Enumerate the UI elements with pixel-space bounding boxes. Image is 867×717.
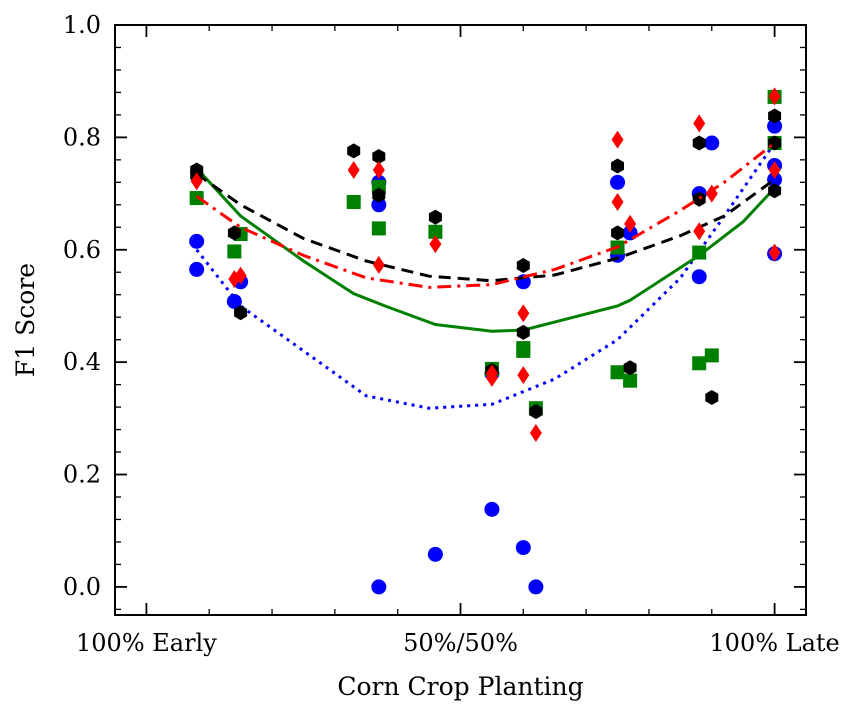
data-point-blue <box>484 501 500 517</box>
data-point-red <box>190 172 203 191</box>
data-point-red <box>624 214 637 233</box>
trend-line-red <box>195 141 776 289</box>
y-tick-label: 1.0 <box>63 11 101 39</box>
data-point-black <box>372 149 386 164</box>
x-tick-label: 100% Early <box>76 629 217 657</box>
data-point-blue <box>371 579 387 595</box>
x-tick-label: 50%/50% <box>403 629 518 657</box>
y-axis-label: F1 Score <box>11 263 40 377</box>
data-point-green <box>516 343 531 358</box>
data-point-black <box>372 187 386 203</box>
y-tick-label: 0.2 <box>63 461 101 489</box>
data-point-green <box>371 221 386 236</box>
data-point-black <box>623 360 637 376</box>
data-point-black <box>516 258 530 273</box>
data-point-blue <box>767 118 783 134</box>
series-black <box>190 108 782 420</box>
data-point-blue <box>610 174 626 190</box>
trend-line-black <box>195 172 776 283</box>
data-point-red <box>768 87 781 106</box>
data-point-green <box>692 356 707 371</box>
data-point-blue <box>515 540 531 556</box>
data-point-red <box>529 423 542 442</box>
data-point-red <box>517 304 530 323</box>
data-point-blue <box>226 293 242 309</box>
data-point-blue <box>427 546 443 562</box>
data-point-red <box>234 266 247 285</box>
data-point-black <box>347 143 361 159</box>
data-point-red <box>485 364 498 383</box>
data-point-red <box>429 235 442 254</box>
data-point-red <box>611 193 624 211</box>
x-axis-label: Corn Crop Planting <box>337 672 583 701</box>
data-point-black <box>692 135 706 151</box>
data-point-blue <box>189 233 205 249</box>
data-point-red <box>372 160 385 179</box>
data-point-red <box>768 160 781 179</box>
data-point-blue <box>691 269 707 285</box>
data-point-black <box>516 324 530 340</box>
data-point-green <box>428 224 443 239</box>
data-point-red <box>693 114 706 133</box>
data-point-red <box>372 255 385 274</box>
y-tick-label: 0.4 <box>63 348 101 376</box>
data-point-blue <box>528 579 544 595</box>
data-point-green <box>704 348 719 363</box>
data-point-red <box>517 366 530 385</box>
data-point-green <box>692 245 707 260</box>
data-point-red <box>705 184 718 203</box>
plot-frame <box>114 24 807 616</box>
y-tick-label: 0.6 <box>63 236 101 264</box>
data-point-red <box>347 160 360 179</box>
data-point-blue <box>189 261 205 277</box>
data-point-green <box>610 365 625 380</box>
data-point-green <box>227 244 242 259</box>
data-point-green <box>623 373 638 388</box>
y-tick-label: 0.0 <box>63 573 101 601</box>
data-point-black <box>692 191 706 207</box>
data-point-black <box>611 225 624 241</box>
data-point-blue <box>704 135 720 151</box>
data-point-black <box>234 305 248 321</box>
trend-line-green <box>195 167 776 333</box>
data-point-black <box>705 390 719 405</box>
data-point-black <box>768 108 782 124</box>
data-point-red <box>768 243 781 262</box>
y-tick-label: 0.8 <box>63 123 101 151</box>
plot-area <box>189 87 783 595</box>
axis-ticks <box>115 24 806 615</box>
data-point-black <box>529 404 543 420</box>
data-point-red <box>693 222 706 241</box>
y-tick-labels: 0.0 0.2 0.4 0.6 0.8 1.0 <box>63 11 101 601</box>
data-point-red <box>611 130 624 149</box>
series-green <box>189 89 782 416</box>
data-point-black <box>428 209 442 225</box>
x-tick-labels: 100% Early 50%/50% 100% Late <box>76 629 840 657</box>
data-point-green <box>346 195 361 209</box>
data-point-black <box>227 225 241 241</box>
data-point-black <box>611 158 624 174</box>
x-tick-label: 100% Late <box>709 629 839 657</box>
data-point-blue <box>371 197 387 213</box>
data-point-black <box>768 183 782 199</box>
series-red <box>190 87 781 442</box>
